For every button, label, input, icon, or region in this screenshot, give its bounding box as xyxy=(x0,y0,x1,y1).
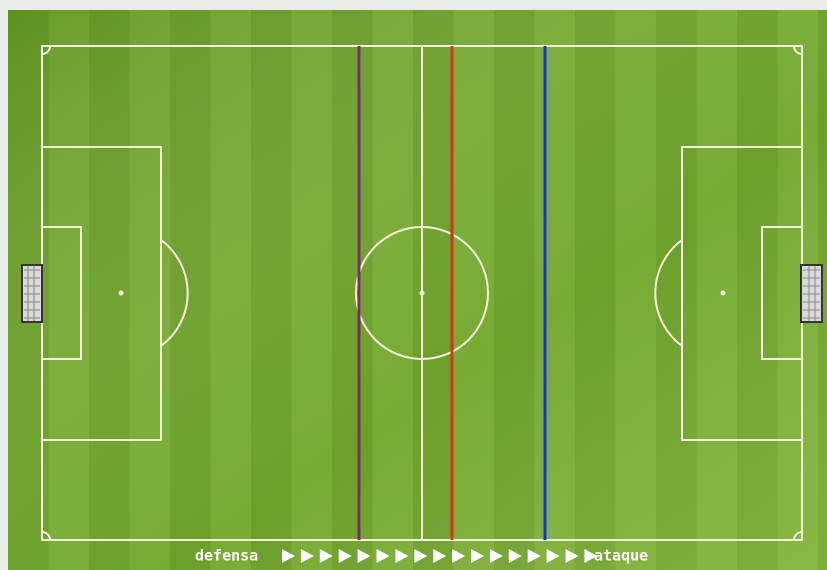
zone-lines xyxy=(357,46,547,540)
arrow xyxy=(546,549,560,563)
corner-arcs xyxy=(41,45,803,541)
arrow xyxy=(584,549,598,563)
spots xyxy=(118,290,726,296)
arrow xyxy=(282,549,295,563)
arrow xyxy=(452,549,466,563)
arrow xyxy=(376,549,390,563)
arrow xyxy=(338,549,352,563)
center-spot xyxy=(419,290,425,296)
arrow xyxy=(489,549,503,563)
penalty-spot-left xyxy=(118,290,124,296)
penalty-arc-right xyxy=(654,239,683,347)
goals xyxy=(21,264,823,323)
arrow xyxy=(395,549,409,563)
arrow xyxy=(357,549,371,563)
label-ataque: ataque xyxy=(594,547,648,565)
center-circle xyxy=(355,226,489,360)
arrow xyxy=(527,549,541,563)
goal-net-right xyxy=(803,266,820,321)
arrow xyxy=(508,549,522,563)
goal-net-left xyxy=(24,266,40,321)
direction-arrows xyxy=(282,549,598,563)
label-defensa: defensa xyxy=(195,547,258,565)
penalty-arc-left xyxy=(160,239,189,347)
arrow xyxy=(565,549,579,563)
arrow xyxy=(414,549,428,563)
grass-shade xyxy=(8,10,827,570)
arrow xyxy=(300,549,314,563)
arrow xyxy=(319,549,333,563)
arrow xyxy=(433,549,447,563)
arrow xyxy=(471,549,484,563)
penalty-spot-right xyxy=(720,290,726,296)
